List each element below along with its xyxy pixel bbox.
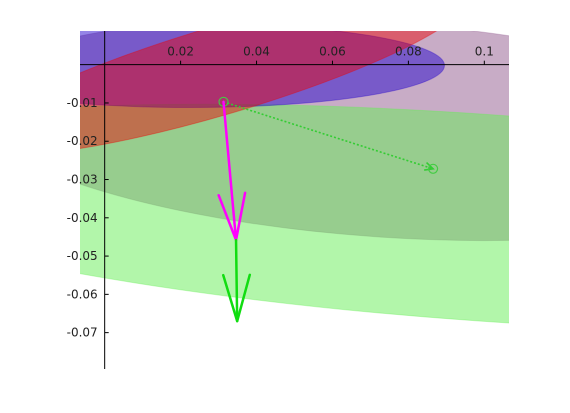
y-tick-label: -0.07 bbox=[67, 326, 98, 340]
ellipse-region-green bbox=[80, 103, 509, 332]
segment-arrowhead bbox=[424, 162, 435, 171]
ellipse-layer bbox=[80, 31, 509, 332]
y-tick-label: -0.03 bbox=[67, 173, 98, 187]
ellipse-region-red bbox=[80, 31, 469, 156]
tick-labels: 0.02 0.04 0.06 0.08 0.1 -0.01 -0.02 -0.03 -0.04 -… bbox=[67, 45, 494, 340]
y-tick-label: -0.06 bbox=[67, 287, 98, 301]
dashed-segment bbox=[223, 101, 434, 170]
y-tick-label: -0.01 bbox=[67, 96, 98, 110]
ellipse-region-blue bbox=[80, 31, 445, 109]
x-tick-label: 0.02 bbox=[167, 45, 194, 59]
y-tick-label: -0.04 bbox=[67, 211, 98, 225]
marks-layer bbox=[217, 96, 439, 323]
data-point bbox=[427, 163, 439, 174]
x-tick-label: 0.08 bbox=[395, 45, 422, 59]
vector-arrow-shaft bbox=[234, 238, 239, 323]
axes bbox=[80, 31, 509, 369]
y-tick-label: -0.02 bbox=[67, 134, 98, 148]
y-tick-label: -0.05 bbox=[67, 249, 98, 263]
vector-arrow-shaft bbox=[222, 100, 238, 242]
vector-arrow-head bbox=[222, 273, 252, 323]
x-tick-label: 0.04 bbox=[243, 45, 270, 59]
x-tick-label: 0.06 bbox=[319, 45, 346, 59]
x-tick-label: 0.1 bbox=[475, 45, 494, 59]
